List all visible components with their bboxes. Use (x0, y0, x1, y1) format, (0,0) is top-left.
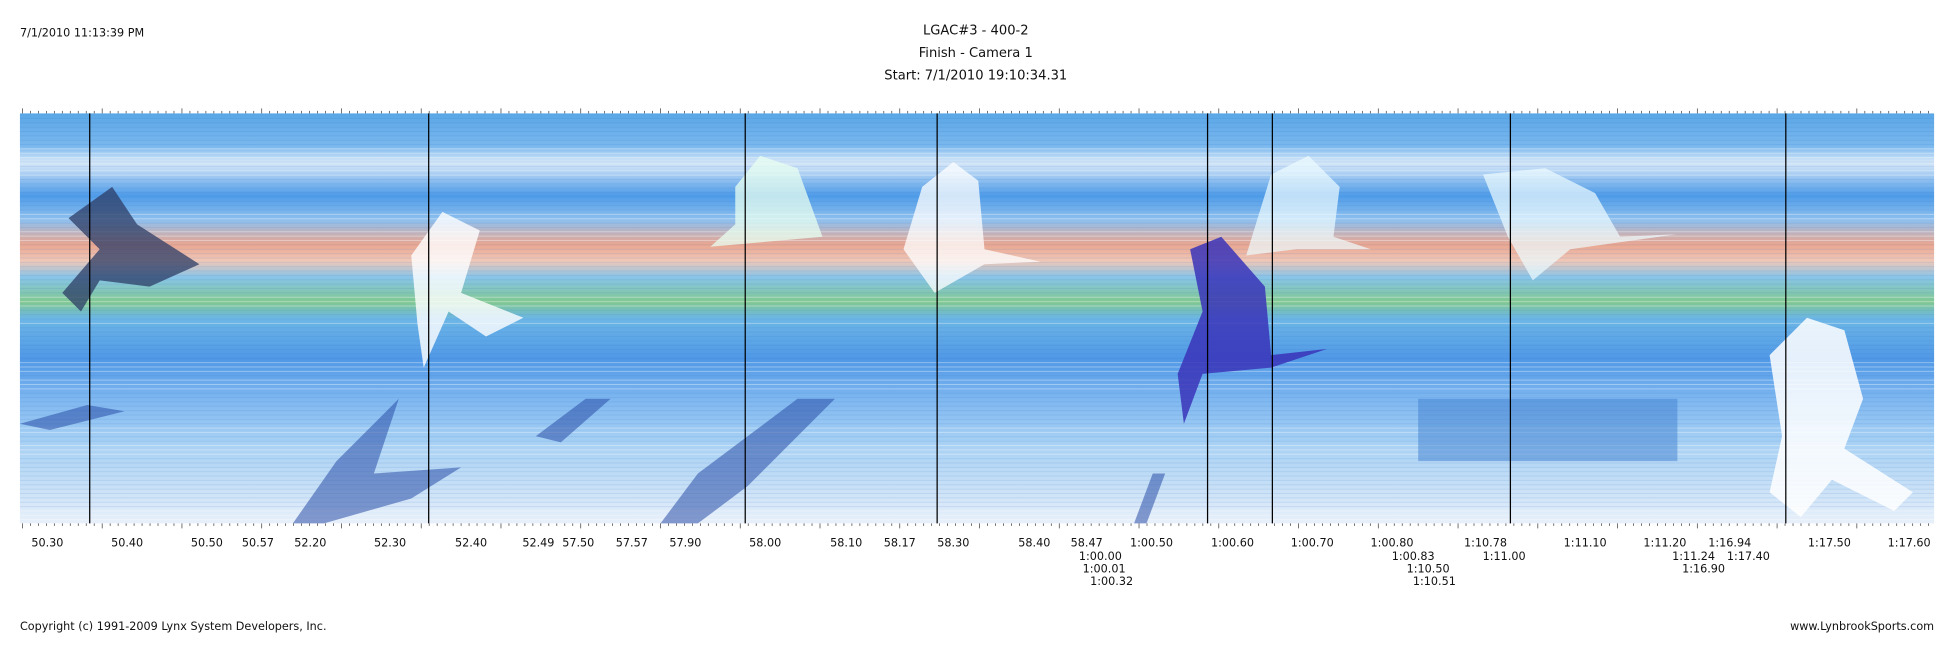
time-label: 52.20 (294, 536, 326, 549)
time-label: 57.50 (562, 536, 594, 549)
time-label: 52.30 (374, 536, 406, 549)
shadow (660, 398, 835, 524)
runner (1769, 317, 1913, 518)
time-label: 57.57 (616, 536, 648, 549)
time-label: 50.40 (111, 536, 143, 549)
shadow (1134, 473, 1166, 524)
runners (62, 155, 1913, 518)
time-label: 1:11.20 (1643, 536, 1686, 549)
shadow (19, 405, 125, 430)
time-label: 58.47 (1071, 536, 1103, 549)
runner (710, 155, 823, 247)
scan-lines (19, 117, 1935, 521)
runner (411, 211, 524, 368)
time-label: 1:10.51 (1413, 575, 1456, 588)
time-labels: 50.30 50.40 50.50 50.57 52.20 52.30 52.40 52.49… (31, 536, 1930, 588)
website: www.LynbrookSports.com (1790, 620, 1934, 633)
time-label: 50.57 (242, 536, 274, 549)
time-label: 1:10.50 (1407, 563, 1450, 576)
time-label: 57.90 (669, 536, 701, 549)
finish-image (19, 108, 1935, 529)
shadow-block (1418, 398, 1678, 462)
time-label: 58.30 (937, 536, 969, 549)
time-label: 58.10 (830, 536, 862, 549)
time-label: 1:10.78 (1464, 536, 1507, 549)
start-time: Start: 7/1/2010 19:10:34.31 (884, 69, 1067, 84)
title: LGAC#3 - 400-2 (923, 24, 1029, 39)
time-label: 52.40 (455, 536, 487, 549)
copyright: Copyright (c) 1991-2009 Lynx System Deve… (20, 620, 327, 633)
runner (62, 186, 200, 312)
time-label: 1:00.60 (1211, 536, 1254, 549)
time-label: 50.50 (191, 536, 223, 549)
time-label: 1:00.80 (1371, 536, 1414, 549)
time-label: 1:11.00 (1483, 550, 1526, 563)
runner (1482, 168, 1677, 281)
time-label: 1:00.01 (1083, 563, 1126, 576)
runner (1246, 155, 1371, 256)
time-label: 1:00.32 (1090, 575, 1133, 588)
subtitle: Finish - Camera 1 (919, 46, 1033, 61)
time-label: 1:00.00 (1079, 550, 1122, 563)
time-label: 1:16.90 (1682, 563, 1725, 576)
time-ticks (22, 108, 1929, 529)
time-label: 50.30 (31, 536, 63, 549)
timestamp: 7/1/2010 11:13:39 PM (20, 27, 144, 40)
time-label: 52.49 (522, 536, 554, 549)
time-label: 1:00.50 (1130, 536, 1173, 549)
time-label: 58.00 (749, 536, 781, 549)
page-content: 7/1/2010 11:13:39 PM LGAC#3 - 400-2 Fini… (19, 24, 1935, 633)
finish-lines (89, 113, 1787, 524)
time-label: 1:16.94 (1708, 536, 1751, 549)
time-label: 1:17.40 (1727, 550, 1770, 563)
shadow (292, 398, 462, 524)
shadows (19, 398, 1166, 524)
shadow (535, 398, 611, 443)
runner (1177, 236, 1328, 424)
time-label: 58.17 (884, 536, 916, 549)
time-label: 1:00.70 (1291, 536, 1334, 549)
time-label: 58.40 (1018, 536, 1050, 549)
time-label: 1:00.83 (1392, 550, 1435, 563)
time-label: 1:11.24 (1672, 550, 1715, 563)
time-label: 1:17.50 (1808, 536, 1851, 549)
time-label: 1:11.10 (1564, 536, 1607, 549)
time-label: 1:17.60 (1888, 536, 1931, 549)
